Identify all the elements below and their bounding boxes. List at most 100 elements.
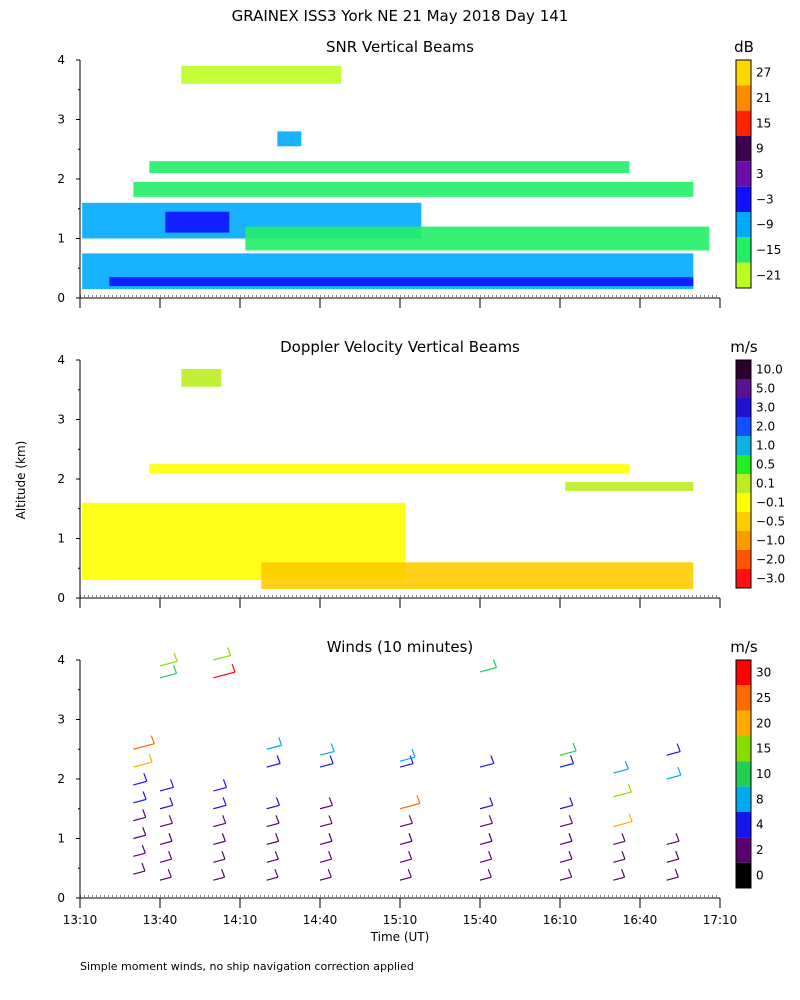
winds-colorbar-swatch-1 bbox=[736, 685, 751, 711]
wind-barb-4-2 bbox=[319, 840, 333, 846]
winds-xtick-label-1: 13:40 bbox=[143, 913, 178, 927]
snr-echo-layer-3 bbox=[109, 277, 694, 287]
wind-barb-3-1 bbox=[266, 858, 279, 863]
winds-colorbar-swatch-3 bbox=[736, 736, 751, 762]
wind-barb-flag-7-3 bbox=[568, 815, 573, 824]
wind-barb-6-3 bbox=[479, 822, 493, 828]
wind-barb-4-4 bbox=[319, 804, 333, 810]
wind-barb-6-4 bbox=[479, 804, 493, 810]
winds-xtick-label-5: 15:40 bbox=[463, 913, 498, 927]
doppler-panel: Doppler Velocity Vertical Beams 0 1 2 3 4 10… bbox=[57, 338, 785, 608]
wind-barb-0-5 bbox=[133, 780, 147, 786]
doppler-colorbar-label-1: 5.0 bbox=[756, 382, 775, 396]
wind-barb-6-0 bbox=[479, 876, 492, 881]
doppler-colorbar-swatch-2 bbox=[736, 398, 751, 417]
snr-panel-title: SNR Vertical Beams bbox=[326, 38, 474, 56]
wind-barb-1-1 bbox=[159, 858, 172, 863]
wind-barb-9-2 bbox=[666, 840, 680, 846]
doppler-colorbar-swatch-3 bbox=[736, 417, 751, 436]
wind-barb-flag-0-7 bbox=[150, 735, 155, 744]
wind-barb-2-3 bbox=[213, 822, 226, 828]
wind-barb-flag-2-0 bbox=[221, 868, 226, 878]
wind-barb-5-4 bbox=[399, 802, 421, 810]
wind-barb-flag-6-2 bbox=[488, 833, 493, 842]
wind-barb-3-2 bbox=[266, 840, 279, 846]
wind-barb-4-1 bbox=[319, 858, 332, 863]
doppler-colorbar-label-11: −3.0 bbox=[756, 572, 785, 586]
wind-barb-4-3 bbox=[319, 822, 333, 828]
winds-panel: Winds (10 minutes) 0 1 2 3 4 13:10 13:40 14:10 1… bbox=[57, 638, 771, 927]
winds-colorbar-label-2: 20 bbox=[756, 716, 771, 730]
winds-colorbar-label-4: 10 bbox=[756, 767, 771, 781]
winds-colorbar-label-0: 30 bbox=[756, 666, 771, 680]
snr-colorbar-label-5: −3 bbox=[756, 192, 774, 206]
winds-colorbar-swatch-2 bbox=[736, 710, 751, 736]
wind-barb-flag-9-4 bbox=[676, 743, 681, 752]
snr-colorbar-swatch-5 bbox=[736, 186, 751, 212]
x-axis-label: Time (UT) bbox=[370, 930, 430, 944]
winds-ytick-label-1: 1 bbox=[57, 832, 65, 846]
wind-barb-9-3 bbox=[666, 774, 682, 780]
wind-barb-1-4 bbox=[159, 804, 173, 810]
snr-ytick-label-3: 3 bbox=[57, 113, 65, 127]
wind-barb-5-1 bbox=[399, 858, 412, 863]
wind-barb-6-2 bbox=[479, 840, 493, 846]
snr-ytick-label-0: 0 bbox=[57, 291, 65, 305]
snr-echo-layer-6 bbox=[133, 181, 694, 197]
wind-barb-flag-0-4 bbox=[142, 791, 147, 800]
wind-barb-flag-1-6 bbox=[172, 665, 178, 674]
wind-barb-flag-8-1 bbox=[621, 850, 626, 860]
wind-barb-flag-0-1 bbox=[141, 844, 146, 854]
doppler-echo-layer-2 bbox=[149, 464, 630, 474]
y-axis-label: Altitude (km) bbox=[14, 441, 28, 520]
snr-colorbar-frame bbox=[735, 59, 752, 289]
wind-barb-flag-6-3 bbox=[488, 815, 493, 824]
wind-barb-flag-4-6 bbox=[330, 743, 335, 752]
doppler-colorbar-swatch-0 bbox=[736, 360, 751, 379]
doppler-ytick-label-4: 4 bbox=[57, 353, 65, 367]
wind-barb-flag-8-3 bbox=[628, 813, 633, 822]
doppler-colorbar-unit: m/s bbox=[730, 338, 758, 356]
wind-barb-flag-5-4 bbox=[416, 795, 421, 804]
wind-barb-5-5 bbox=[399, 763, 414, 768]
wind-barb-0-7 bbox=[133, 743, 155, 750]
wind-barb-5-6 bbox=[399, 756, 416, 762]
wind-barb-1-7 bbox=[159, 660, 178, 667]
snr-colorbar-label-4: 3 bbox=[756, 167, 764, 181]
wind-barb-flag-2-6 bbox=[231, 663, 236, 673]
wind-barb-0-0 bbox=[133, 870, 146, 875]
doppler-colorbar-swatch-9 bbox=[736, 531, 751, 550]
wind-barb-flag-9-2 bbox=[675, 832, 680, 842]
wind-barb-9-4 bbox=[666, 751, 681, 756]
wind-barb-flag-0-3 bbox=[142, 809, 147, 818]
wind-barb-4-5 bbox=[319, 763, 334, 768]
wind-barb-1-6 bbox=[159, 672, 177, 679]
winds-colorbar-swatch-8 bbox=[736, 862, 751, 888]
wind-barb-2-5 bbox=[213, 786, 227, 792]
snr-colorbar-label-6: −9 bbox=[756, 218, 774, 232]
doppler-colorbar-label-0: 10.0 bbox=[756, 363, 783, 377]
wind-barb-flag-5-3 bbox=[408, 815, 413, 824]
doppler-panel-title: Doppler Velocity Vertical Beams bbox=[280, 338, 520, 356]
wind-barb-5-3 bbox=[399, 822, 413, 828]
wind-barb-9-0 bbox=[666, 876, 679, 881]
wind-barb-flag-6-6 bbox=[492, 659, 498, 668]
winds-colorbar-frame bbox=[735, 659, 752, 889]
wind-barb-flag-6-5 bbox=[490, 755, 495, 764]
wind-barb-flag-5-6 bbox=[411, 748, 416, 758]
wind-barb-flag-3-2 bbox=[275, 833, 280, 842]
snr-echo-layer-5 bbox=[149, 161, 630, 174]
doppler-colorbar-label-9: −1.0 bbox=[756, 534, 785, 548]
doppler-echo-layer-1 bbox=[261, 562, 694, 590]
winds-colorbar-label-7: 2 bbox=[756, 843, 764, 857]
wind-barb-6-1 bbox=[479, 858, 492, 863]
winds-colorbar-label-8: 0 bbox=[756, 868, 764, 882]
wind-barb-flag-3-6 bbox=[278, 737, 283, 746]
wind-barb-3-0 bbox=[266, 876, 279, 881]
wind-barb-flag-9-1 bbox=[675, 850, 680, 860]
wind-barb-flag-7-1 bbox=[568, 850, 573, 860]
wind-barb-flag-4-0 bbox=[327, 868, 332, 878]
snr-colorbar-swatch-2 bbox=[736, 110, 751, 136]
wind-barb-7-3 bbox=[559, 822, 573, 828]
wind-barb-7-0 bbox=[559, 876, 572, 881]
